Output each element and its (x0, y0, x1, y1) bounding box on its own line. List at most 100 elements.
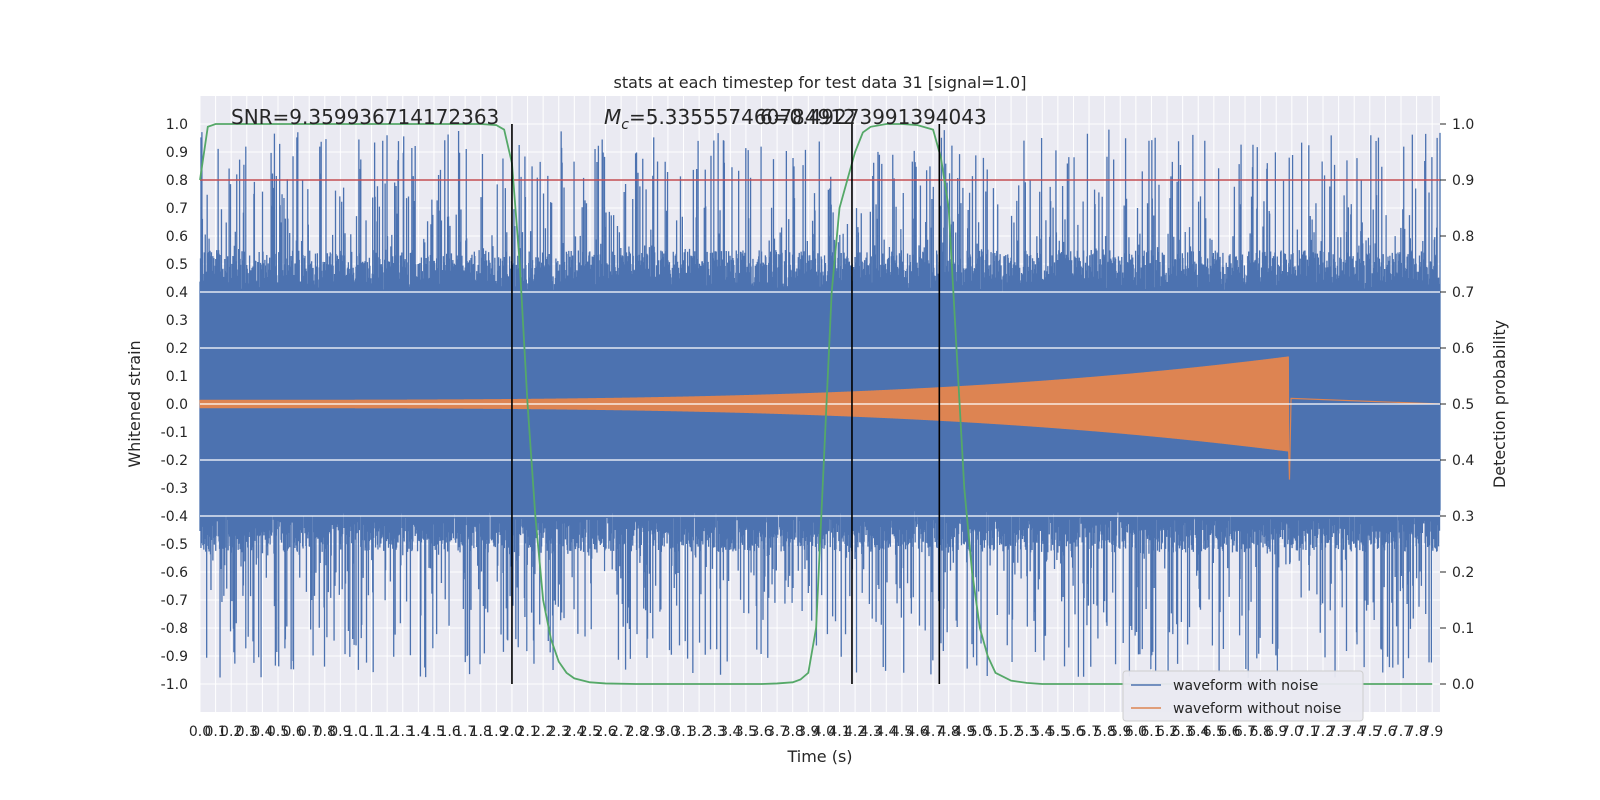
x-tick-label: 6.2 (1156, 724, 1178, 740)
x-tick-label: 2.0 (501, 724, 523, 740)
x-tick-label: 5.0 (969, 724, 991, 740)
y-tick-label: 0.7 (166, 201, 188, 217)
x-tick-label: 7.8 (1405, 724, 1427, 740)
x-tick-label: 0.8 (314, 724, 336, 740)
x-tick-label: 7.2 (1312, 724, 1334, 740)
x-tick-label: 6.5 (1203, 724, 1225, 740)
x-tick-label: 2.4 (563, 724, 585, 740)
x-tick-label: 5.2 (1000, 724, 1022, 740)
x-tick-label: 2.8 (626, 724, 648, 740)
y2-tick-label: 0.2 (1452, 565, 1474, 581)
y-tick-label: -0.9 (161, 649, 188, 665)
x-tick-label: 3.1 (672, 724, 694, 740)
x-tick-label: 0.1 (204, 724, 226, 740)
x-tick-label: 5.6 (1062, 724, 1084, 740)
x-tick-label: 0.6 (282, 724, 304, 740)
x-tick-label: 1.7 (454, 724, 476, 740)
y-tick-label: -0.4 (161, 509, 188, 525)
y-tick-label: -0.2 (161, 453, 188, 469)
x-tick-label: 6.4 (1187, 724, 1209, 740)
x-tick-label: 4.7 (922, 724, 944, 740)
vertical-markers (511, 124, 941, 684)
x-tick-label: 6.7 (1234, 724, 1256, 740)
x-tick-label: 4.3 (860, 724, 882, 740)
y2-axis-label: Detection probability (1490, 320, 1509, 488)
y2-tick-label: 0.0 (1452, 677, 1474, 693)
y-tick-label: 0.5 (166, 257, 188, 273)
x-tick-label: 0.9 (329, 724, 351, 740)
y2-tick-label: 0.1 (1452, 621, 1474, 637)
x-tick-label: 0.5 (267, 724, 289, 740)
x-tick-label: 1.1 (360, 724, 382, 740)
x-tick-label: 3.4 (719, 724, 741, 740)
x-tick-label: 4.5 (891, 724, 913, 740)
x-tick-label: 3.3 (704, 724, 726, 740)
x-tick-label: 7.0 (1281, 724, 1303, 740)
y2-tick-label: 0.3 (1452, 509, 1474, 525)
x-tick-label: 6.8 (1249, 724, 1271, 740)
x-tick-label: 4.9 (953, 724, 975, 740)
y-tick-label: -0.5 (161, 537, 188, 553)
clean-waveform-line (199, 356, 1441, 480)
x-tick-label: 6.0 (1125, 724, 1147, 740)
x-tick-label: 2.9 (641, 724, 663, 740)
y-tick-label: -0.6 (161, 565, 188, 581)
y-axis-label: Whitened strain (125, 340, 144, 467)
x-tick-label: 6.9 (1265, 724, 1287, 740)
x-tick-label: 6.6 (1218, 724, 1240, 740)
x-tick-label: 2.5 (579, 724, 601, 740)
y-tick-label: -0.3 (161, 481, 188, 497)
y2-tick-label: 0.7 (1452, 285, 1474, 301)
y2-tick-label: 0.5 (1452, 397, 1474, 413)
series-detection-probability (199, 123, 1433, 685)
chart-title: stats at each timestep for test data 31 … (614, 73, 1027, 92)
y2-axis-ticks: 0.0 0.1 0.2 0.3 0.4 0.5 0.6 0.7 0.8 0.9 1.0 (1440, 117, 1474, 693)
legend-label-clean: waveform without noise (1173, 701, 1341, 717)
x-axis-label: Time (s) (786, 747, 852, 766)
x-tick-label: 4.6 (906, 724, 928, 740)
y-tick-label: 0.2 (166, 341, 188, 357)
y-tick-label: 0.9 (166, 145, 188, 161)
x-tick-label: 1.8 (470, 724, 492, 740)
x-tick-label: 7.1 (1296, 724, 1318, 740)
x-tick-label: 4.4 (875, 724, 897, 740)
x-tick-label: 1.2 (376, 724, 398, 740)
x-tick-label: 1.3 (392, 724, 414, 740)
grid-lines-overlay (200, 291, 1440, 517)
x-tick-label: 5.4 (1031, 724, 1053, 740)
y2-tick-label: 0.6 (1452, 341, 1474, 357)
y-tick-label: -0.8 (161, 621, 188, 637)
x-tick-label: 6.3 (1172, 724, 1194, 740)
x-tick-label: 3.2 (688, 724, 710, 740)
snr-annotation: SNR=9.359936714172363 (231, 105, 499, 129)
y2-tick-label: 0.8 (1452, 229, 1474, 245)
x-tick-label: 2.2 (532, 724, 554, 740)
detection-probability-line (199, 123, 1433, 685)
y-tick-label: 0.1 (166, 369, 188, 385)
x-tick-label: 3.0 (657, 724, 679, 740)
legend-label-noise: waveform with noise (1173, 678, 1318, 694)
chirp-mass-symbol: M (604, 105, 621, 129)
series-waveform-without-noise (199, 356, 1441, 480)
y-tick-label: 0.3 (166, 313, 188, 329)
x-tick-label: 5.9 (1109, 724, 1131, 740)
x-tick-label: 7.3 (1327, 724, 1349, 740)
chirp-mass-value: =5.335557460784912 (629, 105, 856, 129)
x-tick-label: 1.5 (423, 724, 445, 740)
x-tick-label: 2.1 (516, 724, 538, 740)
chirp-mass-subscript: c (621, 117, 629, 133)
x-tick-label: 3.7 (766, 724, 788, 740)
y-tick-label: -0.7 (161, 593, 188, 609)
x-tick-label: 5.5 (1047, 724, 1069, 740)
x-tick-label: 7.7 (1390, 724, 1412, 740)
x-tick-label: 0.0 (189, 724, 211, 740)
x-tick-label: 5.1 (984, 724, 1006, 740)
x-tick-label: 2.3 (548, 724, 570, 740)
y2-tick-label: 1.0 (1452, 117, 1474, 133)
overlap-annotation: 6=0.49273991394043 (760, 105, 987, 129)
x-tick-label: 3.8 (782, 724, 804, 740)
x-tick-label: 5.7 (1078, 724, 1100, 740)
x-tick-label: 1.4 (407, 724, 429, 740)
x-tick-label: 0.4 (251, 724, 273, 740)
